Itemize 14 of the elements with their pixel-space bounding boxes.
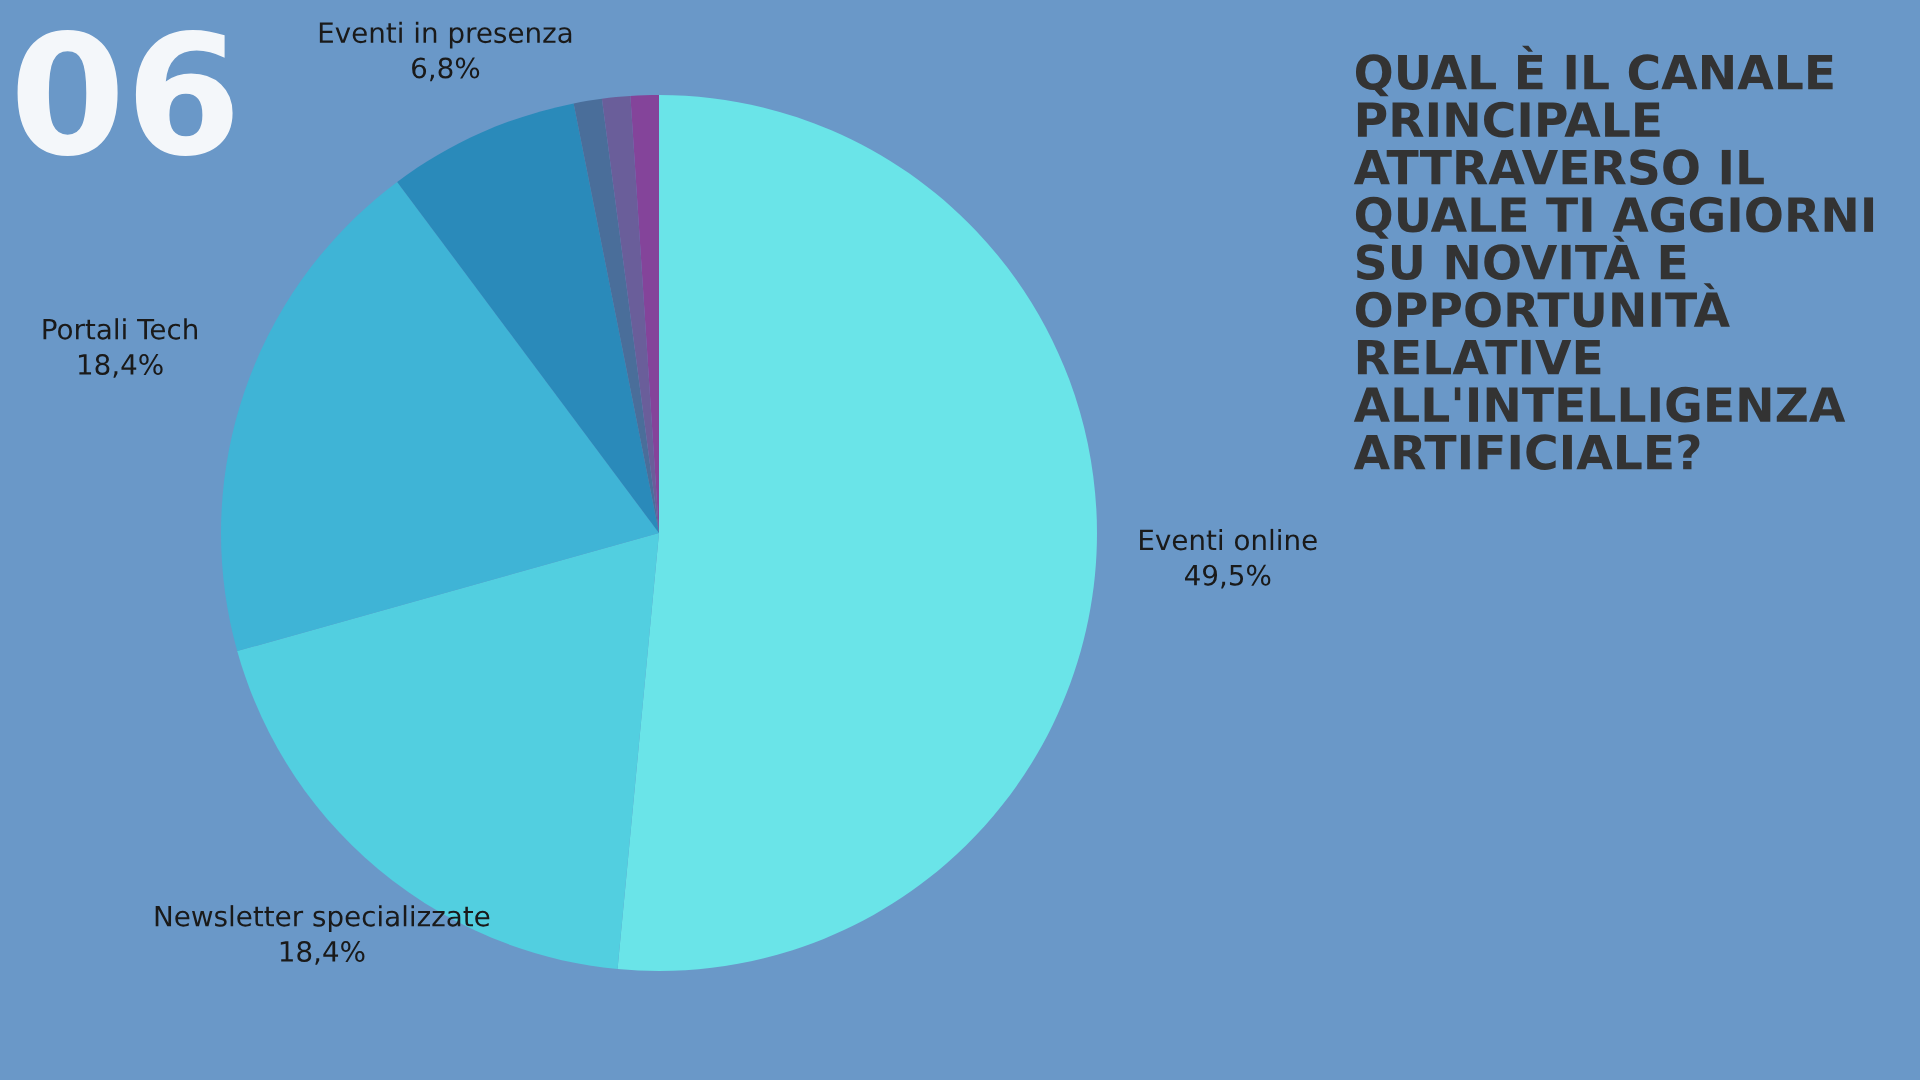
pie-slice [617,95,1097,971]
text: 06 [17,29,233,157]
pie-slice [221,181,659,652]
chart-title: QUAL È IL CANALE PRINCIPALE ATTRAVERSO IL QUALE TI AGGIORNI SU NOVITÀ E OPPORTUNITÀ RELATIVE ALL'INTELLIGENZA ARTIFICIALE? [1353,45,1874,470]
slice-label: Eventi online [1140,528,1317,551]
pie-slice [573,98,659,533]
pie-slice [397,103,659,533]
data-label: 49,5% [1185,564,1271,589]
data-label: 6,8% [412,57,480,82]
data-label: 18,4% [78,353,163,378]
data-label: 18,4% [280,940,365,965]
slice-label: Portali Tech [43,318,197,340]
slice-label: Eventi in presenza [319,21,572,49]
slice-label: Newsletter specializzate [155,905,490,933]
